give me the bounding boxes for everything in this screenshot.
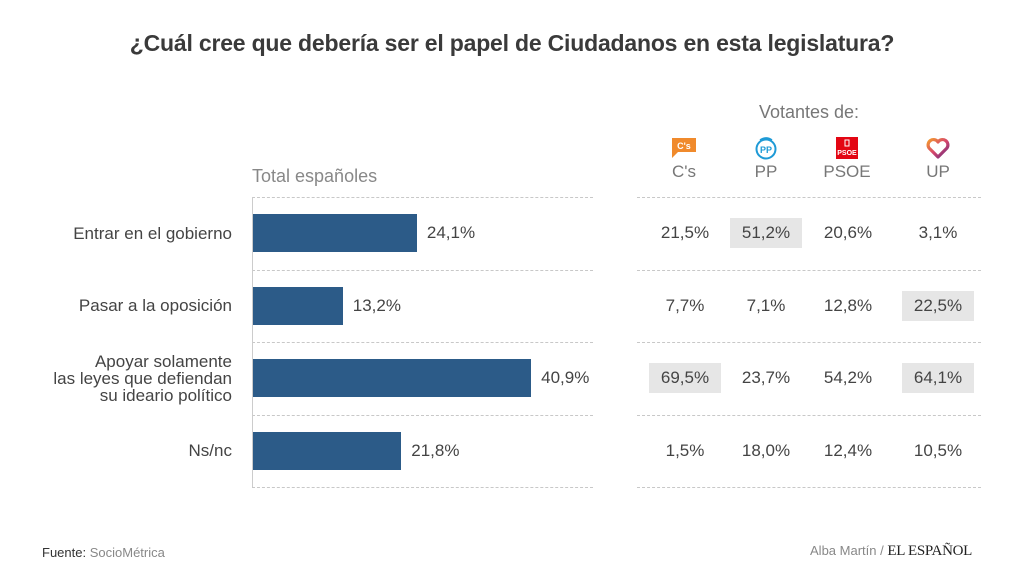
category-label: Ns/nc [189, 442, 232, 459]
bar-value-label: 13,2% [352, 295, 401, 315]
category-label-line: las leyes que defiendan [53, 368, 232, 388]
table-cell: 51,2% [730, 218, 802, 249]
table-cell: 3,1% [918, 223, 958, 243]
category-label-line: su ideario político [99, 385, 232, 405]
bar-value-label: 40,9% [541, 368, 590, 388]
table-cell: 64,1% [902, 363, 974, 394]
psoe-logo-icon: PSOE [836, 137, 858, 159]
credits: Alba Martín / EL ESPAÑOL [810, 543, 972, 560]
bar [253, 286, 343, 325]
pp-logo-icon: PP [755, 137, 777, 160]
table-cell: 21,5% [660, 223, 710, 243]
gridline-table [637, 487, 981, 488]
column-header-pp: PP PP [731, 136, 801, 182]
unidos-podemos-heart-icon [926, 138, 950, 159]
chart-title: ¿Cuál cree que debería ser el papel de C… [129, 30, 895, 56]
bar-value-label: 24,1% [426, 223, 476, 243]
table-cell: 23,7% [741, 368, 791, 388]
source-label: Fuente: [42, 545, 87, 560]
bar-value-label: 21,8% [411, 440, 460, 460]
svg-text:C's: C's [677, 141, 691, 151]
y-axis-line [252, 197, 253, 487]
column-header-psoe: PSOE PSOE [812, 136, 882, 182]
source-note: Fuente: SocioMétrica [42, 545, 165, 560]
category-label-line: Apoyar solamente [94, 351, 232, 371]
table-cell: 20,6% [823, 223, 873, 243]
gridline-table [637, 197, 981, 198]
gridline-table [637, 342, 981, 343]
column-header-label: PP [754, 162, 778, 181]
category-label-line: Ns/nc [188, 441, 232, 461]
table-cell: 1,5% [665, 440, 705, 460]
category-label-line: Pasar a la oposición [78, 296, 232, 316]
gridline-table [637, 270, 981, 271]
category-label-line: Entrar en el gobierno [73, 223, 232, 243]
source-value: SocioMétrica [89, 545, 165, 560]
column-header-label: PSOE [823, 162, 871, 181]
brand-logo: EL ESPAÑOL [887, 543, 972, 559]
category-label: Pasar a la oposición [79, 297, 232, 314]
bar [253, 359, 532, 398]
column-header-label: C's [671, 162, 697, 181]
category-label: Apoyar solamente las leyes que defiendan s… [53, 353, 232, 404]
bar [253, 214, 417, 253]
table-cell: 7,1% [746, 295, 786, 315]
author: Alba Martín / [810, 543, 884, 558]
table-cell: 18,0% [741, 440, 791, 460]
gridline-table [637, 415, 981, 416]
ciudadanos-logo-icon: C's [672, 138, 696, 158]
column-header-cs: C's C's [649, 136, 719, 182]
gridline-bars [252, 415, 593, 416]
column-header-up: UP [903, 136, 973, 182]
column-header-label: UP [926, 162, 950, 181]
gridline-bars [252, 270, 593, 271]
series-label: Total españoles [252, 166, 378, 186]
table-cell: 54,2% [823, 368, 873, 388]
table-cell: 69,5% [649, 363, 721, 394]
table-cell: 12,4% [823, 440, 873, 460]
table-cell: 10,5% [913, 440, 963, 460]
voters-group-label: Votantes de: [758, 102, 860, 122]
table-cell: 12,8% [823, 295, 873, 315]
svg-text:PP: PP [760, 145, 772, 155]
gridline-bars [252, 197, 593, 198]
table-cell: 22,5% [902, 290, 974, 321]
svg-text:PSOE: PSOE [837, 150, 857, 157]
table-cell: 7,7% [665, 295, 705, 315]
category-label: Entrar en el gobierno [73, 225, 232, 242]
bar [253, 431, 402, 470]
gridline-bars [252, 342, 593, 343]
gridline-bars [252, 487, 593, 488]
